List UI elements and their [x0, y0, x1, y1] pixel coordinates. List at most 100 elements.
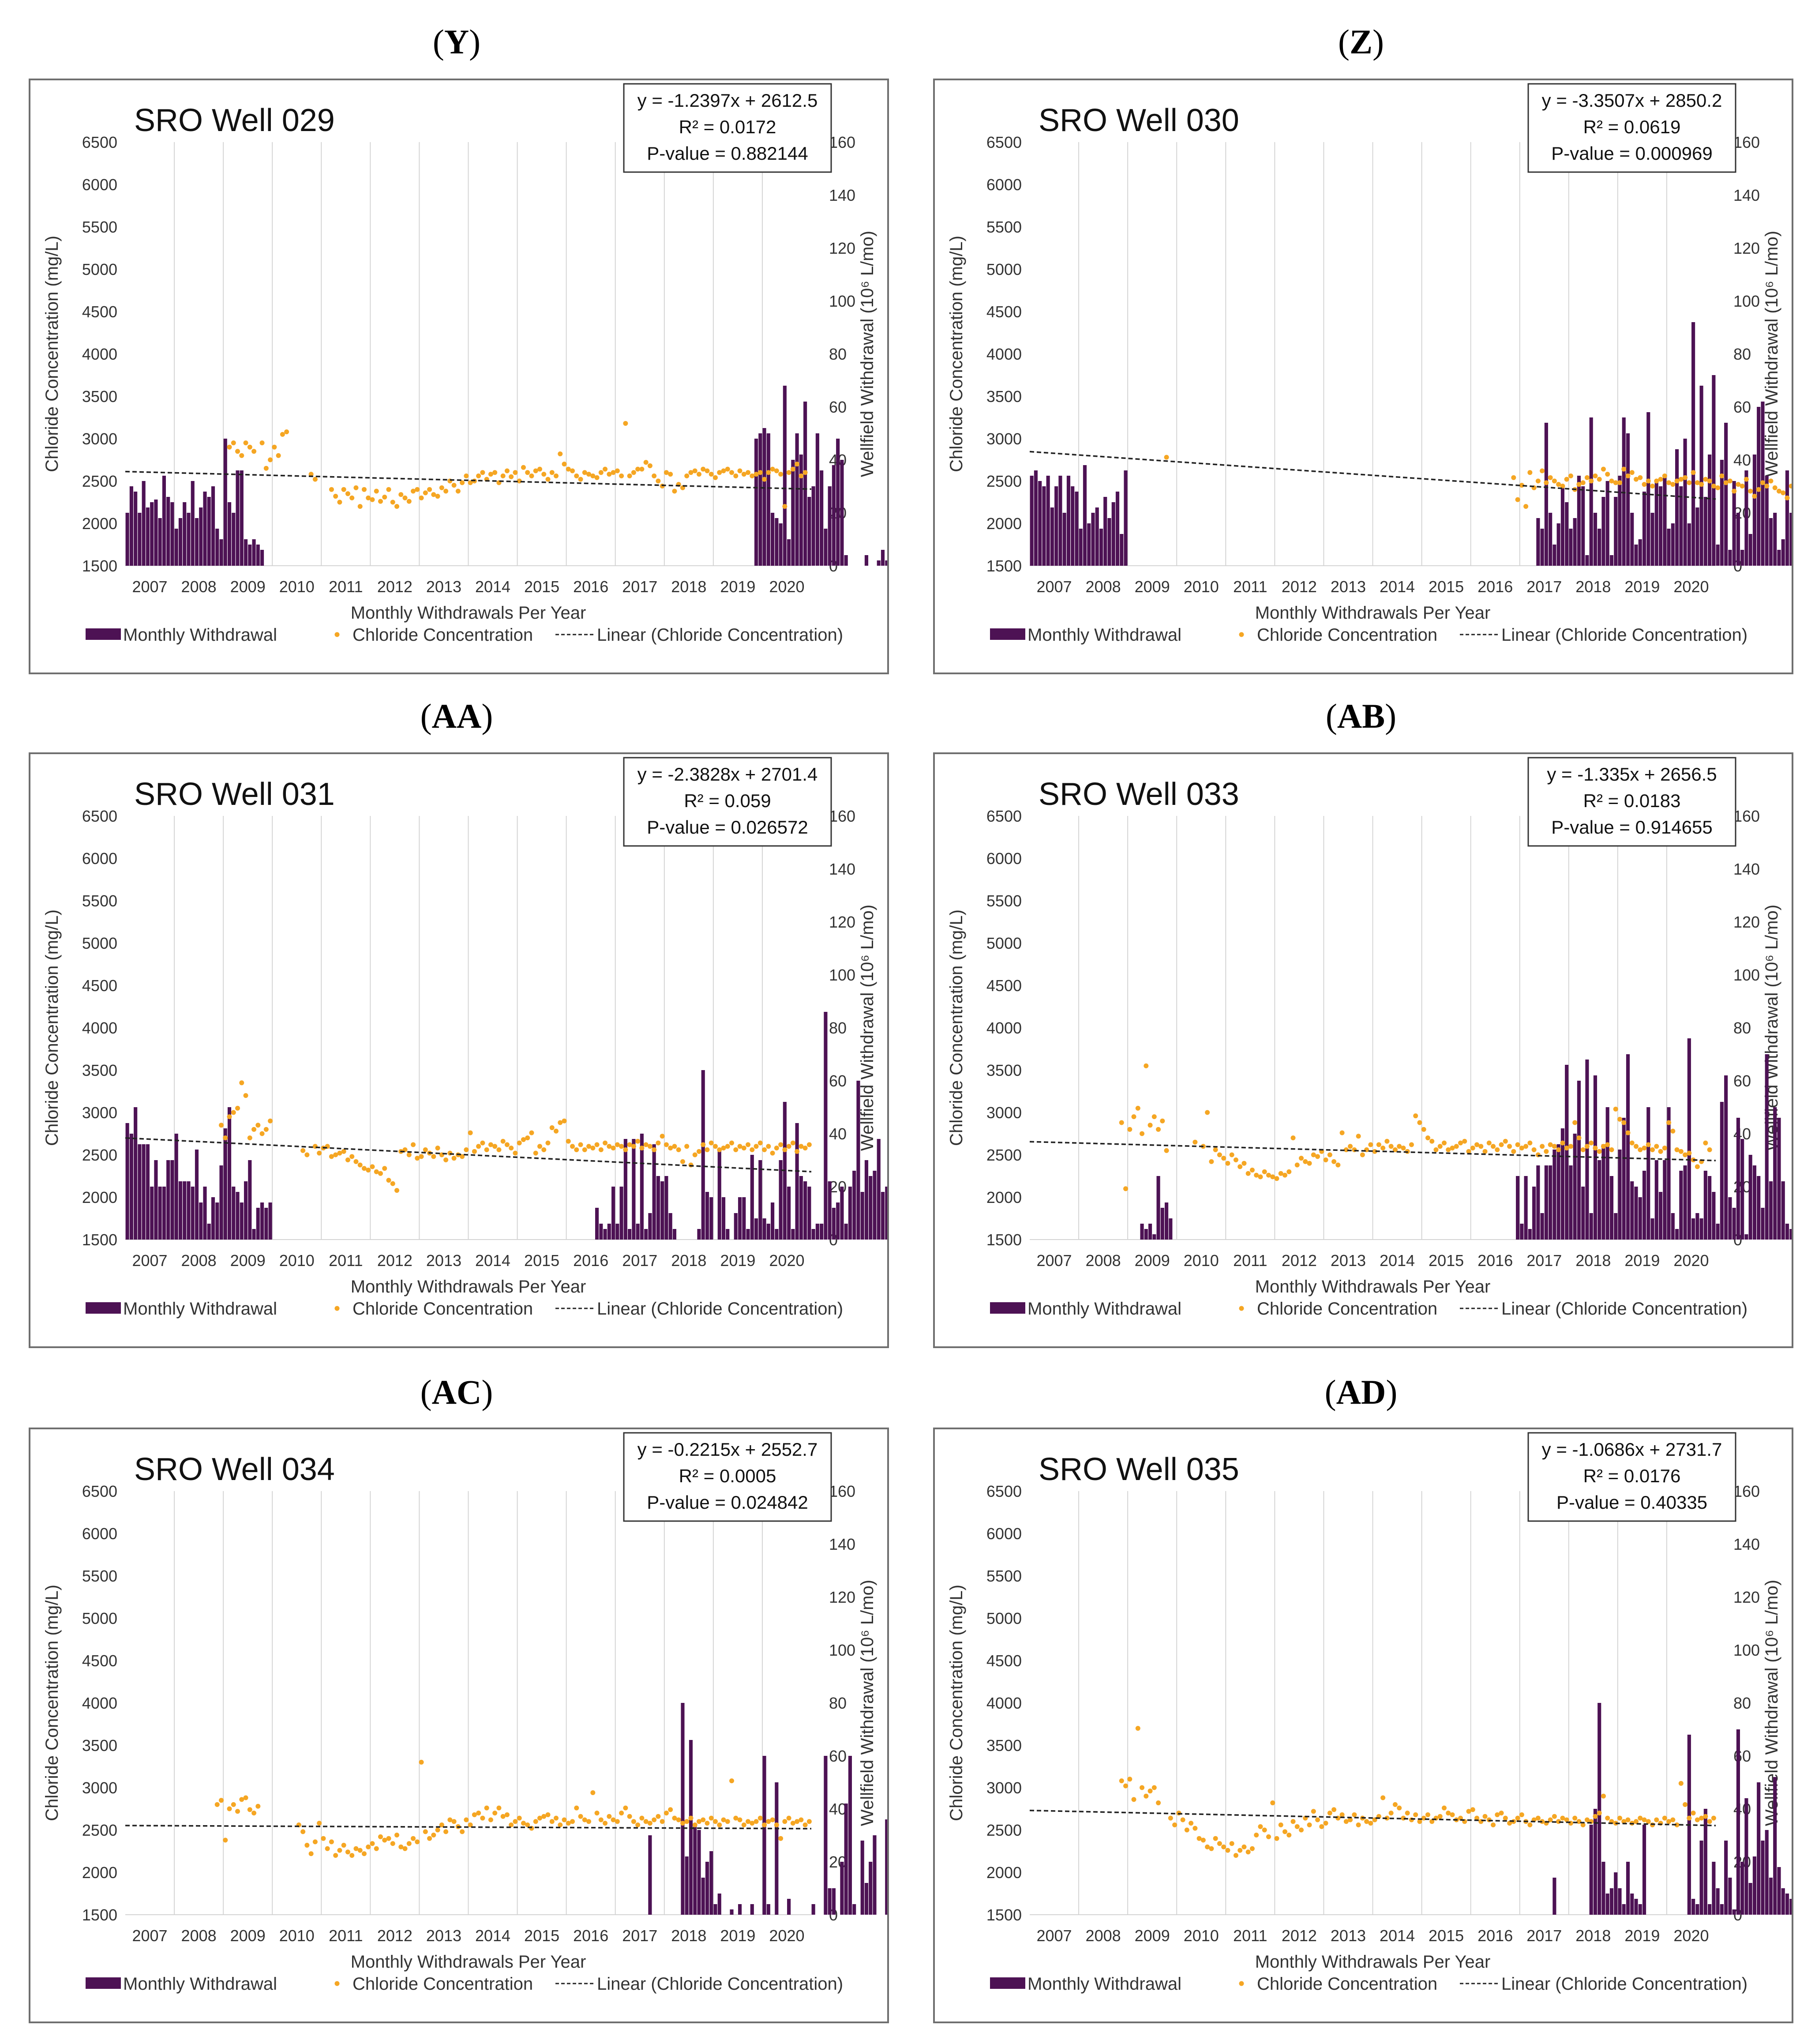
chloride-point [721, 468, 726, 473]
y-axis-title: Chloride Concentration (mg/L) [947, 236, 966, 472]
y-tick-label: 6000 [986, 1525, 1022, 1543]
chloride-point [619, 473, 624, 478]
chloride-point [1691, 1811, 1696, 1816]
chloride-point [741, 472, 746, 477]
withdrawal-bar [138, 1144, 142, 1240]
chloride-point [782, 1147, 788, 1152]
y-tick-label: 6000 [82, 176, 117, 194]
withdrawal-bar [1675, 1229, 1679, 1240]
y2-tick-label: 160 [1733, 1482, 1760, 1500]
withdrawal-bar [840, 1187, 844, 1240]
withdrawal-bar [775, 1229, 779, 1240]
chloride-point [1262, 1169, 1267, 1174]
chloride-point [1397, 1805, 1402, 1811]
chloride-point [1209, 1159, 1214, 1164]
chloride-point [656, 1814, 661, 1819]
y-tick-label: 4000 [82, 1694, 117, 1712]
chloride-point [1249, 1168, 1255, 1173]
y-tick-label: 2000 [82, 1864, 117, 1882]
chloride-point [280, 432, 285, 437]
withdrawal-bar [1683, 439, 1687, 566]
chloride-point [1217, 1152, 1222, 1157]
chloride-point [472, 1149, 477, 1154]
withdrawal-bar [824, 529, 828, 566]
chloride-point [799, 473, 804, 478]
chloride-point [1548, 1817, 1553, 1822]
chloride-point [312, 1839, 318, 1845]
chloride-point [1781, 490, 1786, 496]
withdrawal-bar [150, 1187, 154, 1240]
withdrawal-bar [811, 1904, 815, 1915]
x-tick-label: 2017 [622, 578, 657, 596]
withdrawal-bar [142, 1144, 146, 1240]
chloride-point [1446, 1811, 1451, 1816]
chloride-point [570, 468, 575, 473]
y-tick-label: 2000 [986, 1188, 1022, 1206]
chloride-point [1711, 484, 1716, 489]
withdrawal-bar [1152, 1234, 1156, 1240]
withdrawal-bar [1605, 1894, 1609, 1915]
y-tick-label: 4500 [82, 303, 117, 321]
withdrawal-bar [1618, 1150, 1622, 1240]
withdrawal-bar [701, 1070, 705, 1240]
chloride-point [1388, 1811, 1394, 1816]
chloride-point [394, 1833, 400, 1838]
withdrawal-bar [619, 1187, 623, 1240]
chloride-point [1282, 1829, 1287, 1834]
chloride-point [337, 1150, 342, 1156]
chloride-point [619, 1144, 624, 1149]
chloride-point [725, 466, 730, 472]
withdrawal-bar [260, 550, 264, 566]
chloride-point [1437, 1144, 1443, 1149]
withdrawal-bar [705, 1192, 709, 1240]
chloride-point [374, 488, 379, 494]
withdrawal-bar [1087, 523, 1091, 566]
chloride-point [1699, 1815, 1704, 1821]
chloride-point [255, 1804, 261, 1809]
chloride-point [1634, 477, 1639, 482]
withdrawal-bar [1569, 1165, 1573, 1240]
chloride-point [423, 1829, 428, 1834]
chart-title: SRO Well 035 [1039, 1452, 1239, 1487]
withdrawal-bar [672, 1229, 676, 1240]
chloride-point [227, 1806, 232, 1811]
withdrawal-bar [1107, 518, 1111, 566]
withdrawal-bar [1777, 1118, 1781, 1240]
withdrawal-bar [746, 1229, 750, 1240]
y2-tick-label: 160 [1733, 807, 1760, 825]
y-tick-label: 5500 [82, 892, 117, 910]
chloride-point [1683, 1802, 1688, 1807]
chloride-point [488, 472, 493, 477]
withdrawal-bar [632, 1139, 636, 1240]
chloride-point [468, 1822, 473, 1827]
chart-frame-well-033: 6500 6000 5500 5000 4500 4000 3500 3000 2500 2000… [933, 752, 1815, 1348]
y-tick-label: 2000 [986, 1864, 1022, 1882]
x-axis-title: Monthly Withdrawals Per Year [1255, 603, 1491, 623]
y-tick-label: 3000 [986, 1104, 1022, 1122]
chloride-point [635, 1138, 641, 1144]
chloride-point [786, 1144, 791, 1149]
chloride-point [1666, 480, 1672, 485]
withdrawal-bar [178, 1181, 183, 1240]
equation-box [1527, 83, 1736, 173]
chloride-point [1515, 497, 1520, 502]
chloride-point [1164, 1148, 1169, 1153]
chloride-point [762, 1147, 767, 1152]
chloride-point [480, 470, 485, 475]
chloride-point [223, 1837, 228, 1843]
withdrawal-bar [1752, 1165, 1757, 1240]
chloride-point [1503, 1815, 1508, 1821]
legend-bar-label: Monthly Withdrawal [123, 625, 277, 645]
chloride-point [1238, 1164, 1243, 1169]
withdrawal-bar [1598, 529, 1601, 566]
chloride-point [1560, 484, 1565, 489]
withdrawal-bar [1691, 1218, 1695, 1240]
chloride-point [782, 504, 788, 509]
withdrawal-bar [232, 1187, 236, 1240]
chloride-point [1315, 1817, 1320, 1822]
chloride-point [619, 1811, 624, 1816]
y-tick-label: 6000 [986, 176, 1022, 194]
chloride-point [1290, 1819, 1296, 1824]
chloride-point [1617, 480, 1622, 485]
chloride-point [447, 1150, 453, 1156]
